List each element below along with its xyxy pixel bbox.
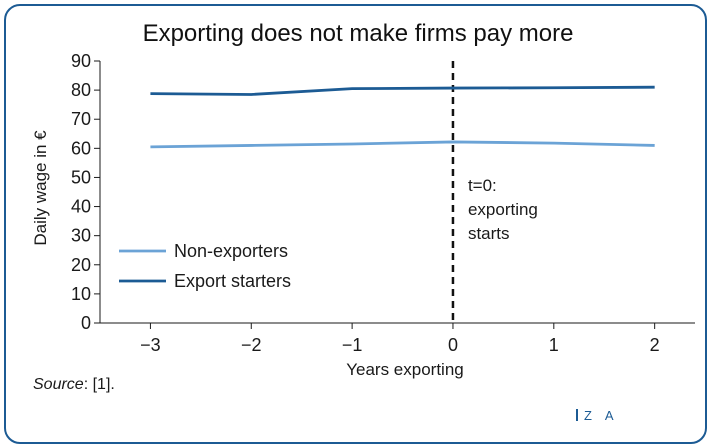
y-tick-label: 10 (71, 284, 91, 304)
y-tick-label: 70 (71, 109, 91, 129)
y-tick-label: 60 (71, 138, 91, 158)
source-note: Source: [1]. (33, 376, 115, 394)
source-label: Source (33, 376, 84, 393)
chart-title: Exporting does not make firms pay more (142, 20, 574, 47)
y-tick-label: 30 (71, 226, 91, 246)
series-lines (150, 85, 655, 149)
x-tick-label: 2 (650, 335, 660, 355)
series-line-export-starters (150, 85, 655, 96)
t0-annotation-line: t=0: (468, 176, 497, 195)
x-axis-label: Years exporting (346, 360, 464, 379)
t0-annotation-line: exporting (468, 200, 538, 219)
t0-annotation-line: starts (468, 224, 510, 243)
legend-label-export-starters: Export starters (174, 271, 291, 291)
x-tick-label: −3 (140, 335, 161, 355)
iza-logo: Z A (576, 408, 619, 423)
y-tick-label: 40 (71, 197, 91, 217)
legend: Non-exporters Export starters (119, 241, 291, 291)
x-tick-label: 1 (549, 335, 559, 355)
x-tick-label: −2 (241, 335, 262, 355)
x-tick-label: 0 (448, 335, 458, 355)
y-tick-label: 80 (71, 80, 91, 100)
y-tick-label: 50 (71, 167, 91, 187)
legend-label-non-exporters: Non-exporters (174, 241, 288, 261)
logo-text: Z A (584, 408, 619, 423)
t0-marker: t=0: exporting starts (451, 61, 538, 323)
y-tick-label: 90 (71, 51, 91, 71)
logo-bar (576, 409, 578, 421)
y-axis-label: Daily wage in € (31, 130, 50, 246)
x-axis: −3 −2 −1 0 1 2 (100, 322, 695, 355)
line-chart: 0 10 20 30 40 50 60 70 80 90 −3 −2 −1 0 1 2 t=0: export… (31, 51, 695, 379)
source-ref: : [1]. (83, 376, 115, 393)
x-tick-label: −1 (342, 335, 363, 355)
y-tick-label: 0 (81, 313, 91, 333)
y-axis: 0 10 20 30 40 50 60 70 80 90 (71, 51, 101, 333)
series-line-non-exporters (150, 140, 655, 149)
y-tick-label: 20 (71, 255, 91, 275)
